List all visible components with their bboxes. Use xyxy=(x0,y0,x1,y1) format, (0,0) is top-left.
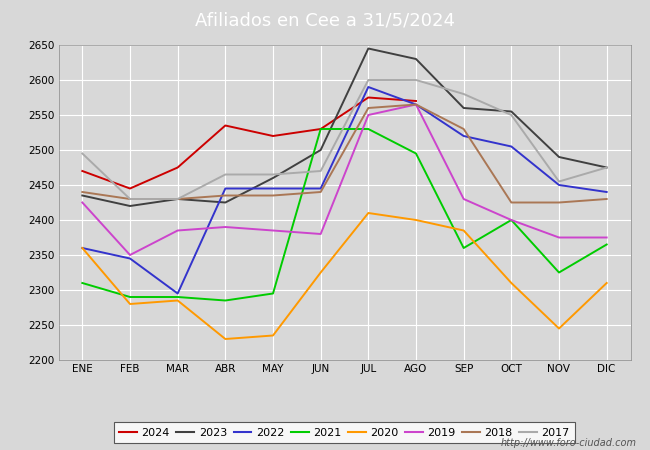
Text: Afiliados en Cee a 31/5/2024: Afiliados en Cee a 31/5/2024 xyxy=(195,11,455,29)
Text: http://www.foro-ciudad.com: http://www.foro-ciudad.com xyxy=(501,438,637,448)
Legend: 2024, 2023, 2022, 2021, 2020, 2019, 2018, 2017: 2024, 2023, 2022, 2021, 2020, 2019, 2018… xyxy=(114,422,575,444)
